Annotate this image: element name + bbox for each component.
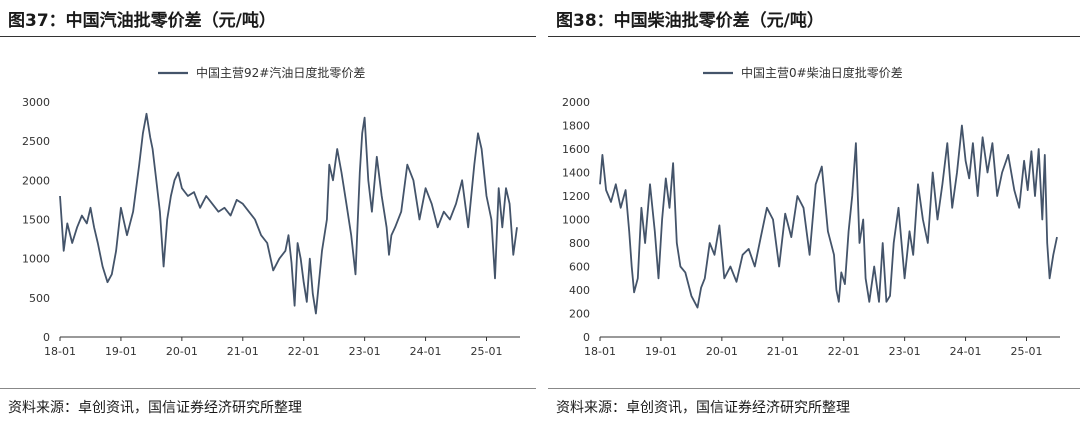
diesel-margin-chart: 中国主营0#柴油日度批零价差 0 200 400 600 800 1000 1200 1400… bbox=[562, 65, 1060, 358]
source-rule bbox=[548, 388, 1080, 389]
y-tick-label: 2000 bbox=[562, 96, 590, 109]
y-tick-label: 2000 bbox=[22, 174, 50, 187]
y-tick-label: 0 bbox=[43, 331, 50, 344]
title-rule bbox=[0, 36, 536, 37]
x-tick-label: 20-01 bbox=[166, 345, 198, 358]
x-tick-label: 20-01 bbox=[706, 345, 738, 358]
y-tick-label: 1600 bbox=[562, 143, 590, 156]
y-tick-label: 200 bbox=[569, 308, 590, 321]
x-tick-label: 25-01 bbox=[1011, 345, 1043, 358]
y-tick-label: 1500 bbox=[22, 214, 50, 227]
y-tick-label: 1200 bbox=[562, 190, 590, 203]
y-tick-label: 800 bbox=[569, 237, 590, 250]
source-note: 资料来源：卓创资讯，国信证券经济研究所整理 bbox=[556, 400, 850, 416]
x-tick-label: 21-01 bbox=[767, 345, 799, 358]
x-tick-label: 18-01 bbox=[584, 345, 616, 358]
x-tick-label: 21-01 bbox=[227, 345, 259, 358]
y-tick-label: 3000 bbox=[22, 96, 50, 109]
series-line bbox=[599, 124, 1058, 309]
chart-panel-gasoline: 图37：中国汽油批零价差（元/吨） 中国主营92#汽油日度批零价差 0 500 10… bbox=[0, 0, 536, 428]
gasoline-margin-chart: 中国主营92#汽油日度批零价差 0 500 1000 1500 2000 2500 3000… bbox=[22, 65, 520, 358]
series-line bbox=[59, 112, 518, 315]
y-tick-label: 400 bbox=[569, 284, 590, 297]
y-tick-label: 1000 bbox=[562, 214, 590, 227]
figure-title: 图38：中国柴油批零价差（元/吨） bbox=[556, 11, 824, 31]
x-tick-label: 19-01 bbox=[105, 345, 137, 358]
y-tick-label: 1000 bbox=[22, 253, 50, 266]
legend-label: 中国主营92#汽油日度批零价差 bbox=[196, 65, 365, 80]
title-rule bbox=[548, 36, 1080, 37]
y-tick-label: 1400 bbox=[562, 167, 590, 180]
x-tick-label: 18-01 bbox=[44, 345, 76, 358]
x-tick-label: 23-01 bbox=[349, 345, 381, 358]
x-tick-label: 23-01 bbox=[889, 345, 921, 358]
y-tick-label: 500 bbox=[29, 292, 50, 305]
y-tick-label: 0 bbox=[583, 331, 590, 344]
y-tick-label: 2500 bbox=[22, 135, 50, 148]
figure-title: 图37：中国汽油批零价差（元/吨） bbox=[8, 11, 276, 31]
y-tick-label: 600 bbox=[569, 261, 590, 274]
x-tick-label: 25-01 bbox=[471, 345, 503, 358]
y-tick-label: 1800 bbox=[562, 120, 590, 133]
source-note: 资料来源：卓创资讯，国信证券经济研究所整理 bbox=[8, 400, 302, 416]
x-tick-label: 24-01 bbox=[410, 345, 442, 358]
legend-label: 中国主营0#柴油日度批零价差 bbox=[741, 65, 903, 80]
x-tick-label: 24-01 bbox=[950, 345, 982, 358]
x-tick-label: 19-01 bbox=[645, 345, 677, 358]
chart-panel-diesel: 图38：中国柴油批零价差（元/吨） 中国主营0#柴油日度批零价差 0 200 400… bbox=[548, 0, 1080, 428]
x-tick-label: 22-01 bbox=[288, 345, 320, 358]
source-rule bbox=[0, 388, 536, 389]
x-tick-label: 22-01 bbox=[828, 345, 860, 358]
